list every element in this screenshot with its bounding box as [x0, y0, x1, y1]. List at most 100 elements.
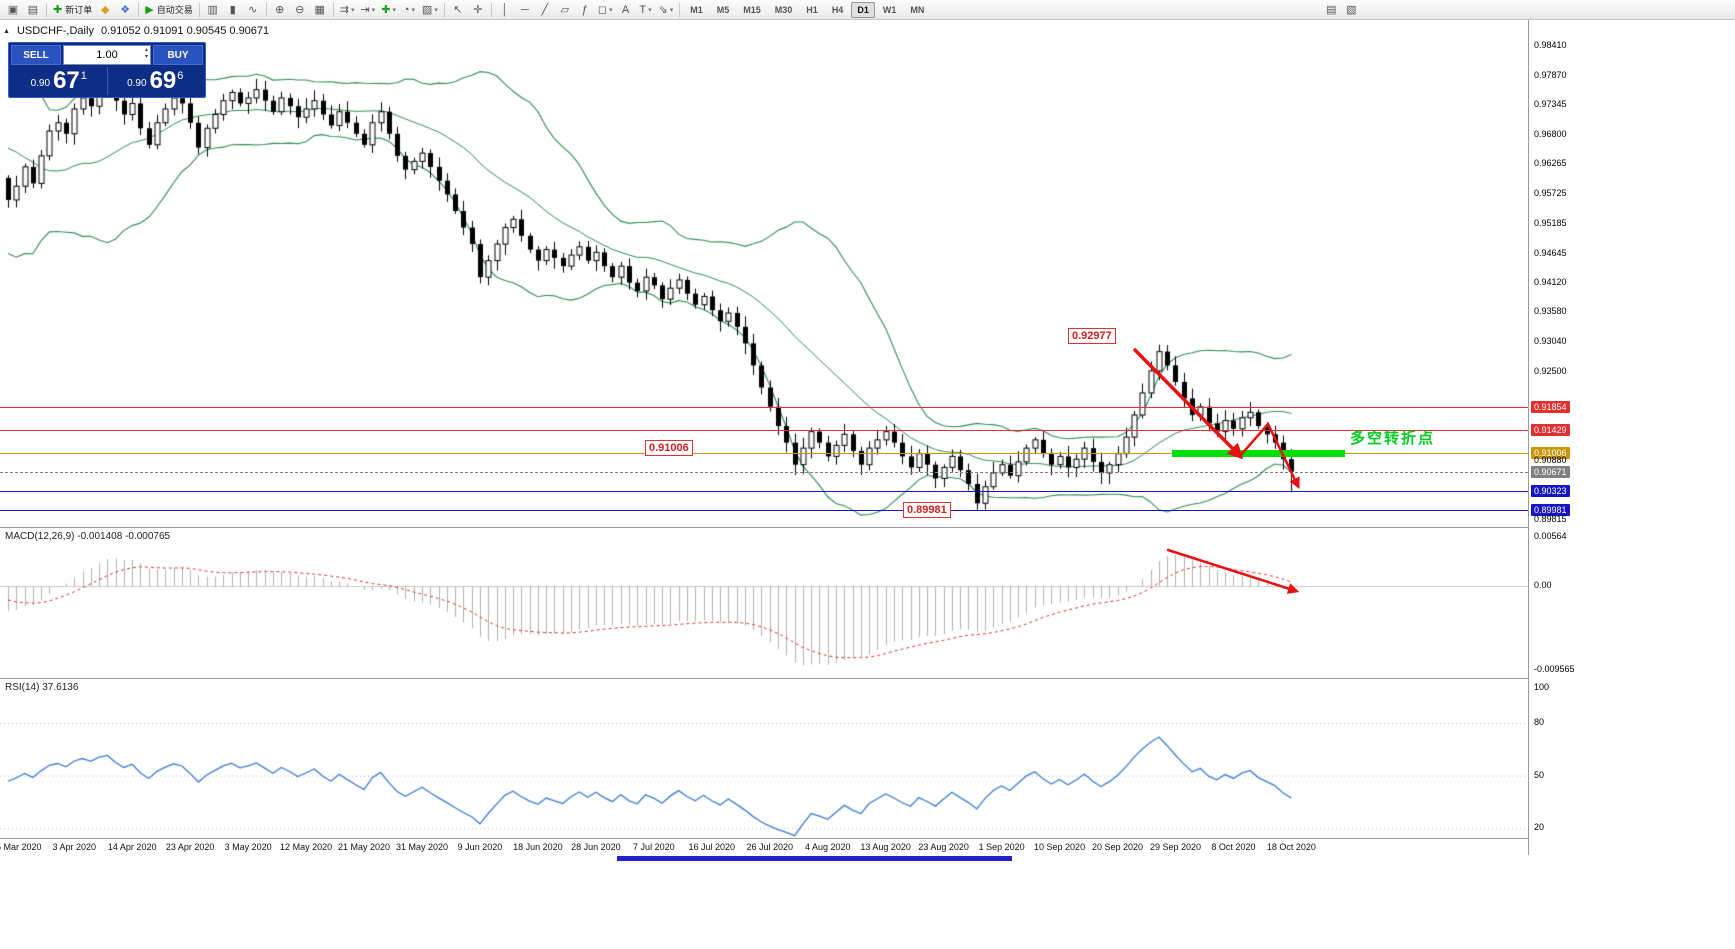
line-chart-icon[interactable]: ∿ — [248, 4, 258, 16]
date-label: 16 Jul 2020 — [688, 842, 736, 852]
zoom-out-icon[interactable]: ⊖ — [295, 4, 305, 16]
timeframe-m1-button[interactable]: M1 — [690, 4, 703, 15]
templates-icon[interactable]: ▨ ▾ — [421, 4, 438, 16]
support-upper-price-tag: 0.90323 — [1531, 484, 1570, 497]
pivot-line[interactable] — [0, 453, 1528, 455]
trendline-icon[interactable]: ╱ — [541, 4, 549, 16]
channel-icon[interactable]: ▱ — [560, 4, 570, 16]
auto-trading-button[interactable]: ▶ 自动交易 — [145, 4, 193, 16]
date-label: 14 Apr 2020 — [107, 842, 157, 852]
toolbar-separator — [490, 2, 492, 17]
date-label: 3 May 2020 — [224, 842, 272, 852]
price-tick-label: 0.90880 — [1534, 455, 1567, 466]
arrange-windows-icon[interactable]: ▧ — [1346, 4, 1357, 16]
date-label: 18 Jun 2020 — [513, 842, 563, 852]
text-icon[interactable]: A — [621, 3, 630, 16]
bid-price-price-tag: 0.90671 — [1531, 465, 1570, 478]
fibonacci-icon[interactable]: ƒ — [581, 3, 588, 16]
pivot-price-tag: 0.91006 — [1531, 447, 1570, 460]
rsi-canvas[interactable] — [0, 679, 1528, 838]
date-label: 1 Sep 2020 — [978, 842, 1025, 852]
date-label: 28 Jun 2020 — [571, 842, 621, 852]
new-order-button[interactable]: ✚ 新订单 — [53, 4, 93, 16]
support-lower-line[interactable] — [0, 509, 1528, 511]
volume-value: 1.00 — [96, 49, 118, 61]
volume-up-icon[interactable]: ▴ — [144, 47, 148, 53]
bottom-scrollbar-thumb[interactable] — [617, 856, 1012, 861]
timeframe-m30-button[interactable]: M30 — [774, 4, 793, 15]
price-tick-label: 0.97345 — [1534, 98, 1567, 109]
chart-header: ▲ USDCHF-,Daily 0.91052 0.91091 0.90545 … — [3, 25, 269, 37]
date-label: 3 Apr 2020 — [52, 842, 97, 852]
one-click-trading-panel: SELL 1.00 ▴ ▾ BUY 0.90 67 1 0.90 — [8, 42, 206, 98]
price-tick-label: 0.95185 — [1534, 217, 1567, 228]
rsi-label: RSI(14) 37.6136 — [5, 682, 79, 693]
support-upper-line[interactable] — [0, 490, 1528, 492]
sell-button[interactable]: SELL — [11, 45, 61, 65]
chart-shift-icon[interactable]: ⇥ ▾ — [360, 4, 376, 16]
timeframe-w1-button[interactable]: W1 — [882, 4, 897, 15]
turning-point-annotation[interactable]: 多空转折点 — [1350, 430, 1436, 447]
auto-scroll-icon[interactable]: ⇉ ▾ — [339, 4, 355, 16]
support-zone-highlight[interactable] — [1172, 449, 1345, 457]
timeframe-h4-button[interactable]: H4 — [831, 4, 844, 15]
buy-price-display: 0.90 69 6 — [108, 67, 204, 95]
timeframe-m15-button[interactable]: M15 — [743, 4, 761, 15]
main-chart-panel[interactable]: ▲ USDCHF-,Daily 0.91052 0.91091 0.90545 … — [0, 20, 1528, 527]
bar-chart-icon[interactable]: ▥ — [207, 4, 218, 16]
toolbar: ▣ ▤ ✚ 新订单 ◆ ❖ ▶ 自动交易 ▥ ▮ ∿ ⊕ ⊖ ▦ ⇉ ▾ ⇥ ▾ ✚ ▾ ◔ ▾ ▨ ▾ ↖ ✛ │ ─ ╱ ▱ ƒ ◻ ▾ A T… — [0, 0, 1735, 20]
price-tick-label: 0.89815 — [1534, 513, 1567, 524]
text-label-icon[interactable]: T ▾ — [639, 3, 652, 16]
date-label: 18 Oct 2020 — [1266, 842, 1316, 852]
candlestick-chart-icon[interactable]: ▮ — [229, 4, 236, 16]
chart-list-icon[interactable]: ▤ — [1326, 4, 1337, 16]
date-label: 10 Sep 2020 — [1034, 842, 1086, 852]
timeframe-d1-button[interactable]: D1 — [851, 1, 875, 18]
price-callout-label[interactable]: 0.92977 — [1068, 328, 1116, 344]
indicators-icon[interactable]: ✚ ▾ — [381, 4, 396, 16]
resistance-upper-line[interactable] — [0, 406, 1528, 408]
rsi-indicator-panel[interactable]: RSI(14) 37.6136 — [0, 678, 1528, 838]
rsi-axis-label: 80 — [1534, 717, 1545, 728]
buy-button[interactable]: BUY — [153, 45, 203, 65]
new-chart-icon[interactable]: ▣ — [7, 4, 19, 16]
history-center-icon[interactable]: ❖ — [120, 4, 131, 16]
price-callout-label[interactable]: 0.91006 — [645, 440, 693, 456]
price-tick-label: 0.97870 — [1534, 69, 1567, 80]
sell-price-small: 0.90 — [30, 78, 51, 89]
shapes-icon[interactable]: ◻ ▾ — [597, 4, 613, 16]
horizontal-line-icon[interactable]: ─ — [520, 3, 529, 16]
macd-axis-label: 0.00 — [1534, 580, 1552, 590]
timeframe-mn-button[interactable]: MN — [910, 4, 925, 15]
cursor-icon[interactable]: ↖ — [453, 4, 463, 16]
crosshair-icon[interactable]: ✛ — [473, 4, 483, 16]
caret-down-icon: ▾ — [648, 6, 652, 14]
bid-price-line[interactable] — [0, 471, 1528, 473]
price-callout-label[interactable]: 0.89981 — [903, 502, 951, 518]
vertical-line-icon[interactable]: │ — [501, 3, 509, 16]
chart-profile-icon[interactable]: ▤ — [27, 4, 39, 16]
date-label: 9 Jun 2020 — [457, 842, 503, 852]
date-label: 8 Oct 2020 — [1211, 842, 1256, 852]
macd-indicator-panel[interactable]: MACD(12,26,9) -0.001408 -0.000765 — [0, 527, 1528, 678]
zoom-in-icon[interactable]: ⊕ — [275, 4, 285, 16]
date-label: 23 Aug 2020 — [918, 842, 969, 852]
macd-canvas[interactable] — [0, 528, 1528, 678]
metaeditor-icon[interactable]: ◆ — [101, 4, 110, 16]
tile-windows-icon[interactable]: ▦ — [314, 4, 325, 16]
macd-axis-label: -0.009565 — [1534, 663, 1575, 674]
volume-down-icon[interactable]: ▾ — [144, 54, 148, 60]
price-tick-label: 0.93580 — [1534, 306, 1567, 317]
macd-axis: 0.00564 0.00 -0.009565 — [1529, 527, 1604, 678]
ohlc-values-label: 0.91052 0.91091 0.90545 0.90671 — [100, 25, 270, 37]
resistance-upper-price-tag: 0.91854 — [1531, 400, 1570, 413]
one-click-collapse-icon[interactable]: ▲ — [3, 27, 10, 35]
arrows-icon[interactable]: ⇘ ▾ — [658, 4, 674, 16]
volume-input[interactable]: 1.00 ▴ ▾ — [63, 45, 151, 65]
caret-down-icon: ▾ — [371, 6, 376, 14]
timeframe-m5-button[interactable]: M5 — [716, 4, 730, 15]
resistance-lower-line[interactable] — [0, 429, 1528, 431]
timeframe-h1-button[interactable]: H1 — [806, 4, 818, 15]
date-label: 29 Sep 2020 — [1149, 842, 1201, 852]
periods-icon[interactable]: ◔ ▾ — [402, 3, 415, 16]
